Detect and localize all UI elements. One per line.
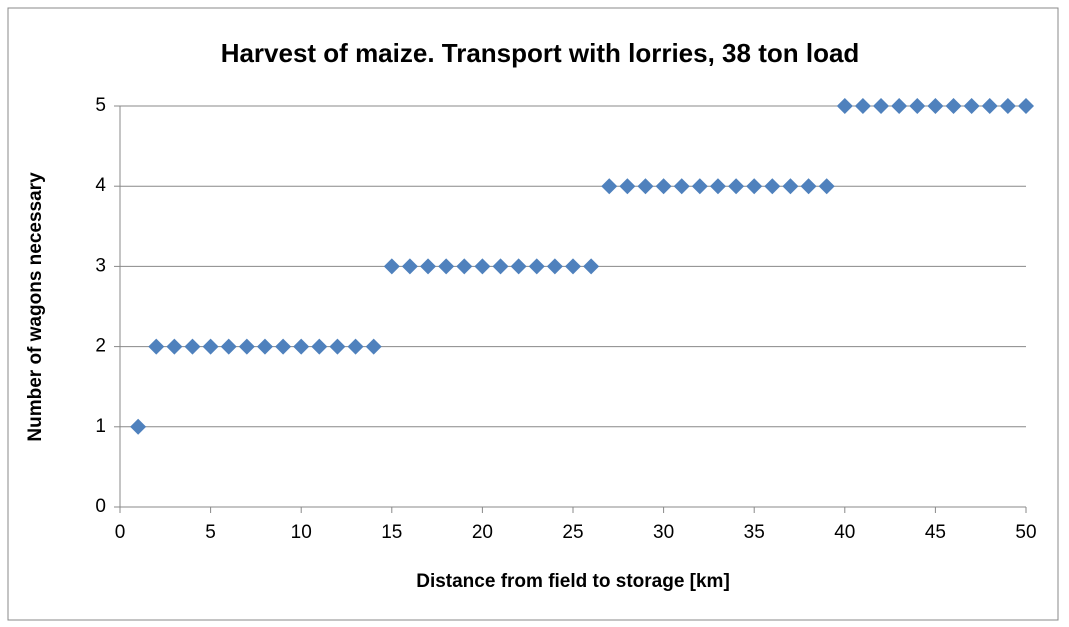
x-tick-label: 20 xyxy=(472,522,493,543)
y-tick-label: 3 xyxy=(95,255,106,276)
y-tick-label: 0 xyxy=(95,496,106,517)
data-point xyxy=(963,98,980,114)
data-point xyxy=(673,178,690,195)
data-point xyxy=(420,258,437,275)
data-point xyxy=(528,258,545,275)
x-tick-label: 30 xyxy=(653,522,674,543)
x-tick-label: 15 xyxy=(381,522,402,543)
x-tick-label: 35 xyxy=(744,522,765,543)
data-point xyxy=(655,178,672,195)
data-point xyxy=(166,338,183,355)
data-point xyxy=(909,98,926,114)
x-tick-label: 50 xyxy=(1015,522,1036,543)
data-point xyxy=(383,258,400,275)
data-point xyxy=(800,178,817,195)
data-point xyxy=(238,338,255,355)
data-point xyxy=(583,258,600,275)
data-point xyxy=(130,418,147,435)
data-point xyxy=(148,338,165,355)
data-point xyxy=(691,178,708,195)
data-point xyxy=(329,338,346,355)
data-point xyxy=(891,98,908,114)
data-point xyxy=(510,258,527,275)
data-point xyxy=(746,178,763,195)
data-point xyxy=(456,258,473,275)
data-point xyxy=(764,178,781,195)
x-axis-label: Distance from field to storage [km] xyxy=(416,571,730,592)
x-tick-label: 5 xyxy=(205,522,216,543)
data-point xyxy=(927,98,944,114)
data-point xyxy=(184,338,201,355)
data-point xyxy=(492,258,509,275)
data-point xyxy=(945,98,962,114)
data-point xyxy=(546,258,563,275)
data-point xyxy=(438,258,455,275)
data-point xyxy=(202,338,219,355)
data-point xyxy=(782,178,799,195)
data-point xyxy=(347,338,364,355)
data-point xyxy=(818,178,835,195)
data-point xyxy=(981,98,998,114)
chart-title: Harvest of maize. Transport with lorries… xyxy=(221,38,860,68)
data-point xyxy=(365,338,382,355)
data-point xyxy=(637,178,654,195)
data-point xyxy=(854,98,871,114)
x-tick-label: 25 xyxy=(562,522,583,543)
y-tick-label: 4 xyxy=(95,175,106,196)
data-point xyxy=(401,258,418,275)
data-point xyxy=(601,178,618,195)
data-point xyxy=(619,178,636,195)
y-tick-label: 5 xyxy=(95,95,106,116)
data-point xyxy=(709,178,726,195)
data-point xyxy=(565,258,581,275)
data-point xyxy=(293,338,310,355)
y-tick-label: 2 xyxy=(95,336,106,357)
data-point xyxy=(999,98,1016,114)
data-point xyxy=(311,338,328,355)
x-tick-label: 10 xyxy=(291,522,312,543)
data-point xyxy=(275,338,292,355)
x-tick-label: 40 xyxy=(834,522,855,543)
y-tick-label: 1 xyxy=(95,416,106,437)
data-point xyxy=(1018,98,1034,114)
x-tick-label: 45 xyxy=(925,522,946,543)
data-point xyxy=(873,98,890,114)
data-point xyxy=(836,98,853,114)
data-point xyxy=(474,258,491,275)
data-point xyxy=(220,338,237,355)
x-tick-label: 0 xyxy=(115,522,126,543)
data-point xyxy=(256,338,273,355)
data-point xyxy=(728,178,745,195)
y-axis-label: Number of wagons necessary xyxy=(25,172,46,442)
